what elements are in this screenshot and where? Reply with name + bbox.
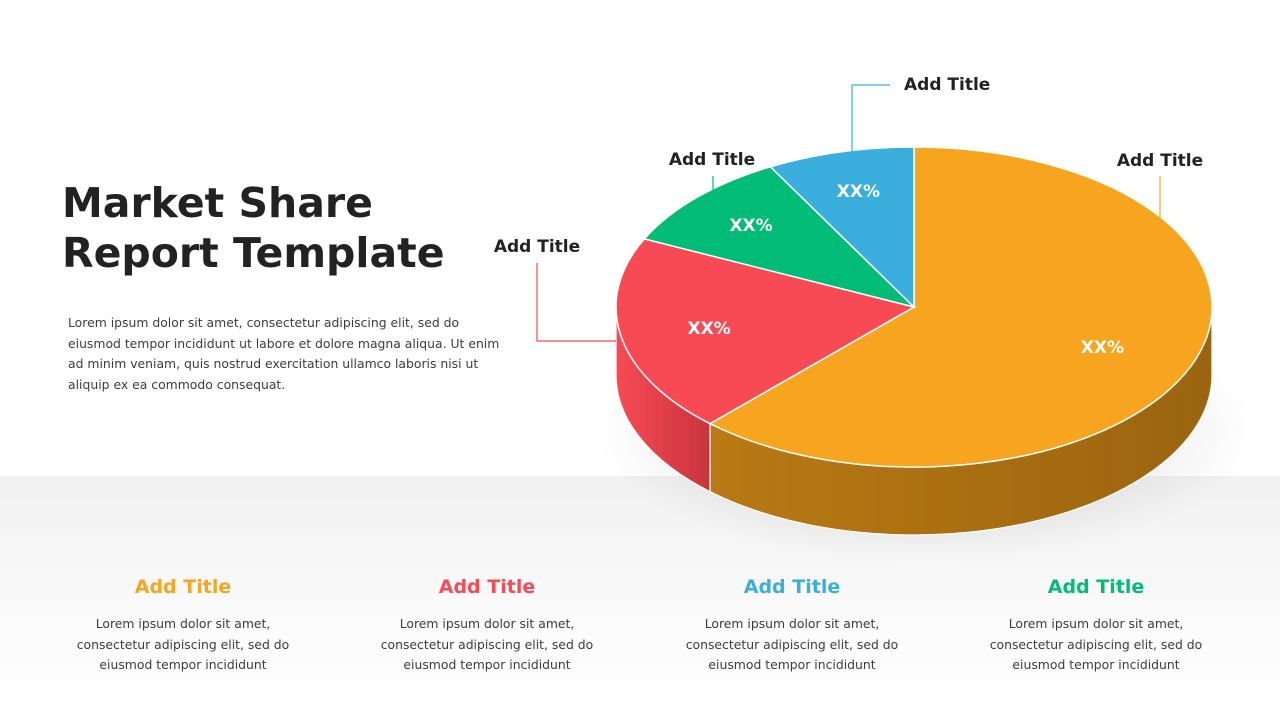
pie-slice-2 bbox=[615, 238, 916, 425]
card-2-text: Lorem ipsum dolor sit amet, consectetur … bbox=[380, 616, 594, 673]
callout-title-1: Add Title bbox=[1117, 151, 1203, 171]
page-title: Market Share Report Template bbox=[62, 178, 445, 278]
card-1-title: Add Title bbox=[134, 576, 232, 598]
pie-value-label-4: XX% bbox=[837, 182, 880, 202]
callout-line-4 bbox=[851, 84, 890, 190]
pie-slice-3 bbox=[642, 165, 917, 309]
card-4: Add Title Lorem ipsum dolor sit amet, co… bbox=[976, 574, 1216, 676]
callout-line-2 bbox=[536, 263, 616, 342]
card-2: Add Title Lorem ipsum dolor sit amet, co… bbox=[367, 574, 607, 676]
card-4-title: Add Title bbox=[1047, 576, 1145, 598]
card-2-title: Add Title bbox=[438, 576, 536, 598]
callout-title-4: Add Title bbox=[904, 75, 990, 95]
card-3-text: Lorem ipsum dolor sit amet, consectetur … bbox=[685, 616, 899, 673]
pie-tops bbox=[615, 146, 1213, 468]
intro-text: Lorem ipsum dolor sit amet, consectetur … bbox=[68, 315, 500, 392]
callout-leaders bbox=[536, 84, 1161, 342]
card-4-text: Lorem ipsum dolor sit amet, consectetur … bbox=[989, 616, 1203, 673]
page-title-line-1: Market Share bbox=[62, 179, 373, 227]
callout-title-3: Add Title bbox=[669, 150, 755, 170]
pie-value-label-1: XX% bbox=[1081, 338, 1124, 358]
pie-value-label-2: XX% bbox=[687, 319, 730, 339]
pie-slice-4 bbox=[768, 146, 915, 309]
pie-labels: XX% XX% XX% XX% Add Title Add Title Add Title A… bbox=[494, 75, 1203, 358]
pie-slice-1 bbox=[708, 146, 1213, 468]
card-3: Add Title Lorem ipsum dolor sit amet, co… bbox=[672, 574, 912, 676]
page-title-line-2: Report Template bbox=[62, 229, 445, 277]
card-3-title: Add Title bbox=[743, 576, 841, 598]
card-1: Add Title Lorem ipsum dolor sit amet, co… bbox=[63, 574, 303, 676]
pie-value-label-3: XX% bbox=[729, 216, 772, 236]
callout-title-2: Add Title bbox=[494, 237, 580, 257]
card-1-text: Lorem ipsum dolor sit amet, consectetur … bbox=[76, 616, 290, 673]
